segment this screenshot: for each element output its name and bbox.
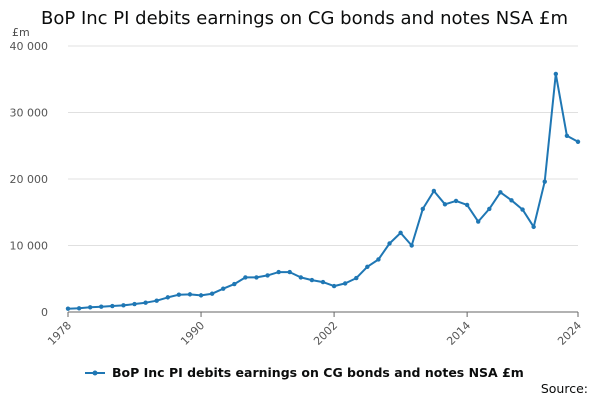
x-tick-label: 1978 [45,319,74,348]
data-point [464,202,470,208]
data-point [498,190,503,195]
data-point [575,139,581,144]
data-point [132,301,137,307]
legend-swatch [85,370,105,375]
data-point [243,275,248,280]
data-point [287,269,292,275]
data-point [431,188,437,194]
data-point [254,275,259,280]
axes: 0 10 000 20 000 30 000 40 000 1978 1990 2002 201… [10,40,585,348]
source-label: Source: [540,381,588,396]
data-point [376,257,381,262]
data-point [265,273,270,278]
data-point [354,275,359,281]
series-layer [65,71,581,311]
data-point [387,241,392,246]
data-point [331,283,337,289]
data-point [509,198,514,203]
data-point [365,264,370,269]
data-point [87,305,93,310]
data-point [221,286,226,291]
data-point [121,303,126,308]
y-tick-label: 10 000 [10,240,49,253]
legend: BoP Inc PI debits earnings on CG bonds a… [84,365,524,380]
data-point [409,243,414,248]
data-point [542,179,547,184]
data-point [398,230,403,236]
data-point [187,292,193,297]
data-point [309,277,315,283]
data-point [531,224,536,230]
data-point [154,298,159,303]
chart-title: BoP Inc PI debits earnings on CG bonds a… [41,8,569,29]
data-point [320,279,326,285]
data-point [99,304,104,309]
x-tick-label: 2014 [444,319,473,348]
data-point [232,281,237,287]
data-point [65,306,71,311]
data-point [520,207,525,212]
data-point [176,292,182,297]
x-tick-label: 2002 [311,319,340,348]
y-tick-label: 40 000 [10,40,49,53]
data-point [420,206,425,212]
data-point [342,281,348,286]
data-point [143,300,148,305]
grid-lines [68,45,578,246]
data-point [276,269,281,275]
y-tick-label: 20 000 [10,173,49,186]
data-point [76,306,82,311]
data-point [198,293,204,298]
data-point [110,303,115,309]
data-point [442,202,448,207]
data-point [476,219,481,224]
data-point [553,71,559,77]
data-point [165,295,170,300]
data-point [209,291,215,296]
data-point [487,206,492,212]
y-axis-unit-label: £m [12,26,30,39]
legend-label: BoP Inc PI debits earnings on CG bonds a… [112,365,524,380]
y-tick-label: 0 [41,306,48,319]
data-point [564,133,570,138]
y-tick-label: 30 000 [10,107,49,120]
x-tick-label: 2024 [555,319,584,348]
data-point [453,198,459,204]
data-point [298,275,304,280]
x-tick-label: 1990 [178,319,207,348]
